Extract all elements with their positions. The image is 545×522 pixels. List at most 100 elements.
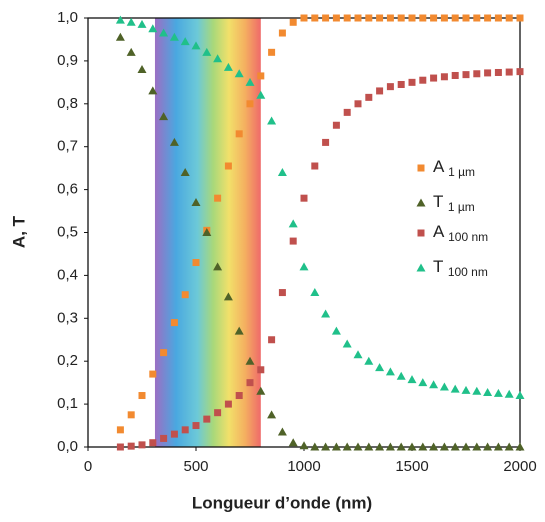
data-point xyxy=(408,78,416,86)
data-point xyxy=(170,430,178,438)
data-point xyxy=(376,87,384,95)
data-point xyxy=(170,319,178,327)
data-point xyxy=(472,386,482,395)
data-point xyxy=(365,14,373,22)
data-point xyxy=(386,14,394,22)
data-point xyxy=(472,442,482,451)
data-point xyxy=(342,442,352,451)
data-point xyxy=(116,426,124,434)
data-point xyxy=(288,219,298,228)
data-point xyxy=(160,434,168,442)
data-point xyxy=(224,400,232,408)
y-tick-label: 0,8 xyxy=(57,95,78,112)
data-point xyxy=(234,326,244,335)
legend-label: A 100 nm xyxy=(433,222,488,244)
data-point xyxy=(115,32,125,41)
data-point xyxy=(354,100,362,108)
legend-marker xyxy=(417,164,425,172)
data-point xyxy=(149,439,157,447)
data-point xyxy=(180,37,190,46)
data-point xyxy=(137,19,147,28)
data-point xyxy=(385,367,395,376)
data-point xyxy=(127,442,135,450)
data-point xyxy=(202,47,212,56)
data-point xyxy=(321,309,331,318)
data-point xyxy=(322,14,330,22)
data-point xyxy=(289,18,297,26)
data-point xyxy=(192,259,200,267)
y-tick-label: 0,7 xyxy=(57,138,78,155)
data-point xyxy=(213,54,223,63)
data-point xyxy=(277,167,287,176)
data-point xyxy=(396,442,406,451)
data-point xyxy=(375,442,385,451)
data-point xyxy=(439,442,449,451)
data-point xyxy=(353,442,363,451)
data-point xyxy=(332,121,340,129)
data-point xyxy=(191,41,201,50)
data-point xyxy=(246,100,254,108)
data-point xyxy=(493,388,503,397)
data-point xyxy=(397,80,405,88)
data-point xyxy=(278,289,286,297)
data-point xyxy=(450,442,460,451)
data-point xyxy=(126,17,136,26)
data-point xyxy=(473,14,481,22)
data-point xyxy=(386,83,394,91)
data-point xyxy=(224,162,232,170)
data-point xyxy=(245,77,255,86)
data-point xyxy=(451,14,459,22)
data-point xyxy=(376,14,384,22)
data-point xyxy=(138,441,146,449)
y-axis-title: A, T xyxy=(9,215,28,248)
data-point xyxy=(268,48,276,56)
y-tick-label: 0,4 xyxy=(57,266,78,283)
data-point xyxy=(310,288,320,297)
data-point xyxy=(149,370,157,378)
data-point xyxy=(169,32,179,41)
data-point xyxy=(364,442,374,451)
data-point xyxy=(430,14,438,22)
x-tick-label: 1500 xyxy=(395,458,428,475)
data-point xyxy=(504,389,514,398)
data-point xyxy=(299,262,309,271)
data-point xyxy=(429,442,439,451)
data-point xyxy=(203,415,211,423)
data-point xyxy=(235,130,243,138)
data-point xyxy=(148,86,158,95)
data-point xyxy=(343,108,351,116)
data-point xyxy=(299,441,309,450)
data-point xyxy=(300,14,308,22)
data-point xyxy=(202,228,212,236)
data-point xyxy=(256,386,266,395)
legend-label: T 100 nm xyxy=(433,257,488,279)
data-point xyxy=(138,392,146,400)
data-point xyxy=(515,442,525,451)
data-point xyxy=(483,442,493,451)
y-tick-label: 0,9 xyxy=(57,52,78,69)
data-point xyxy=(440,73,448,81)
data-point xyxy=(245,356,255,365)
data-point xyxy=(419,76,427,84)
data-point xyxy=(235,392,243,400)
data-point xyxy=(505,68,513,76)
data-point xyxy=(418,442,428,451)
legend-label: T 1 µm xyxy=(433,192,475,214)
data-point xyxy=(450,384,460,393)
data-point xyxy=(223,292,233,301)
data-point xyxy=(311,162,319,170)
data-point xyxy=(278,29,286,37)
data-point xyxy=(169,137,179,146)
legend-marker xyxy=(417,229,425,237)
x-axis-title: Longueur d’onde (nm) xyxy=(192,493,372,512)
legend-label: A 1 µm xyxy=(433,157,475,179)
y-tick-label: 1,0 xyxy=(57,9,78,26)
data-point xyxy=(364,356,374,365)
data-point xyxy=(148,24,158,33)
data-point xyxy=(461,442,471,451)
data-point xyxy=(504,442,514,451)
data-point xyxy=(311,14,319,22)
data-point xyxy=(256,90,266,99)
data-point xyxy=(214,194,222,202)
